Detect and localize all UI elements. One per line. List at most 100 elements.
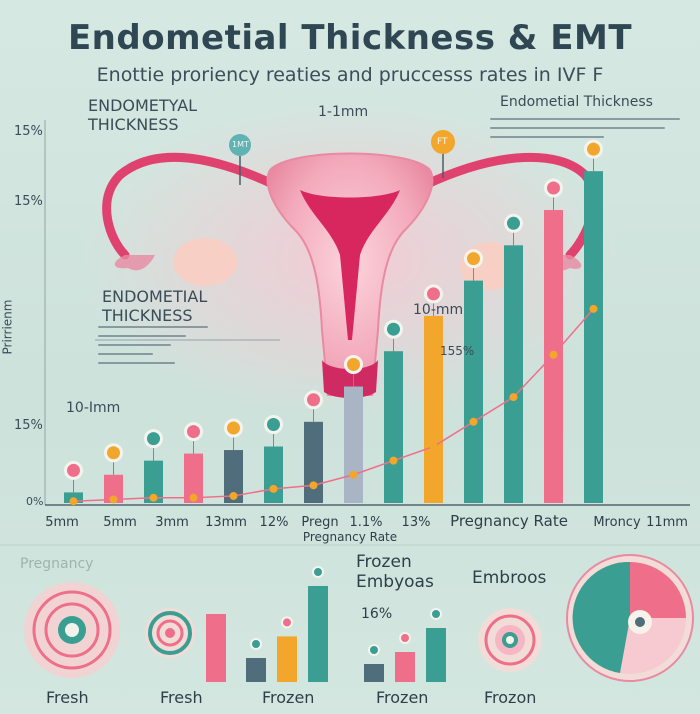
mini-bar <box>206 614 226 682</box>
bar-marker <box>544 178 563 198</box>
bar-marker <box>424 284 443 304</box>
mini-bar <box>364 664 384 682</box>
page-subtitle: Enottie proriency reaties and pruccesss … <box>96 64 604 86</box>
x-tick-label: 13mm <box>205 515 247 530</box>
bar-marker <box>464 249 483 269</box>
mini-bar-marker <box>399 632 411 644</box>
trend-point <box>469 417 478 426</box>
bar <box>384 351 403 503</box>
trend-point <box>189 493 198 502</box>
bar <box>264 446 283 503</box>
bar <box>104 474 123 503</box>
bar <box>224 450 243 503</box>
left-fallopian-tube <box>102 152 280 260</box>
trend-point <box>149 493 158 502</box>
x-tick-label: Mroncy <box>593 515 641 530</box>
badge-teal <box>229 134 251 156</box>
trend-point <box>269 484 278 493</box>
annotation-left-top: ENDOMETYAL THICKNESS <box>88 96 198 134</box>
target-circle-frozon <box>478 608 542 672</box>
mini-bar <box>246 658 266 682</box>
trend-line-group <box>69 304 598 506</box>
mini-bar <box>277 636 297 682</box>
badge-orange <box>431 130 455 154</box>
mini-bar-marker <box>281 616 293 629</box>
bar-marker <box>264 415 283 435</box>
trend-point <box>69 497 78 506</box>
bar-marker <box>344 355 363 375</box>
label-frozen-embryos: Frozen Embyoas <box>356 552 434 592</box>
bar-marker <box>224 418 243 438</box>
trend-point <box>309 481 318 490</box>
trend-point <box>389 456 398 465</box>
target-circle-fresh-2 <box>145 608 195 658</box>
bar-marker <box>64 460 83 480</box>
mini-bar-marker <box>250 638 262 650</box>
x-tick-label: Pregnancy Rate <box>450 512 568 530</box>
trend-point <box>589 304 598 313</box>
bar-marker <box>184 422 203 442</box>
bar <box>584 171 603 503</box>
label-frozen-1: Frozen <box>262 688 315 707</box>
placeholder-text-lines-left <box>98 326 208 371</box>
left-ovary <box>173 238 237 286</box>
mini-bar <box>308 586 328 682</box>
trend-line <box>73 308 595 502</box>
x-tick-label: 12% <box>259 515 289 530</box>
bar <box>184 453 203 503</box>
trend-point <box>549 350 558 359</box>
mini-bars-frozen-2 <box>364 608 446 682</box>
annotation-left-low: 10-Imm <box>66 400 121 416</box>
x-tick-label: 1.1% <box>349 515 383 530</box>
mini-bar-marker <box>312 566 324 578</box>
bar-marker <box>144 429 163 449</box>
bar <box>304 421 323 503</box>
trend-point <box>229 491 238 500</box>
bar <box>424 315 443 503</box>
trend-point <box>429 442 438 451</box>
bar <box>464 280 483 503</box>
placeholder-text-lines-right <box>490 118 680 145</box>
label-percent: 16% <box>361 606 393 622</box>
pie-slice <box>630 562 686 618</box>
y-tick-label: 15% <box>14 418 43 433</box>
mini-bar-marker <box>430 608 442 620</box>
pie-center-dot <box>635 617 645 627</box>
x-tick-label: Pregn <box>301 515 339 530</box>
trend-point <box>109 495 118 504</box>
mini-bar <box>395 652 415 682</box>
bar-marker <box>584 139 603 159</box>
left-fimbriae <box>114 255 155 271</box>
x-axis-label: Pregnancy Rate <box>302 530 398 544</box>
annotation-mid-left: ENDOMETIAL THICKNESS <box>102 287 208 325</box>
x-tick-label: 5mm <box>45 515 79 530</box>
mini-bar <box>426 628 446 682</box>
badge-teal-text: 1MT <box>232 140 249 149</box>
bar-value-label: 155% <box>440 344 475 358</box>
bar-marker <box>384 319 403 339</box>
annotation-right-top: Endometial Thickness <box>500 94 653 110</box>
y-axis-label: Prirrienm <box>0 299 15 355</box>
label-frozen-2: Frozen <box>376 688 429 707</box>
x-tick-label: 11mm <box>646 515 688 530</box>
bar <box>144 460 163 503</box>
mini-bars-frozen <box>206 566 328 682</box>
annotation-center-top: 1-1mm <box>318 104 369 120</box>
bar-marker <box>304 390 323 410</box>
x-tick-label: 13% <box>401 515 431 530</box>
pie-slice <box>572 561 630 673</box>
label-frozon: Frozon <box>484 688 537 707</box>
label-fresh-2: Fresh <box>160 688 203 707</box>
y-tick-label: 0% <box>26 495 44 508</box>
label-pregnancy: Pregnancy <box>20 556 94 572</box>
bar <box>504 245 523 503</box>
page-title: Endometial Thickness & EMT <box>67 18 633 58</box>
target-circle-fresh <box>24 582 120 678</box>
x-tick-label: 5mm <box>103 515 137 530</box>
label-fresh-1: Fresh <box>46 688 89 707</box>
badge-orange-text: FT <box>437 137 448 147</box>
cervix <box>322 360 378 398</box>
x-tick-label: 3mm <box>155 515 189 530</box>
trend-point <box>509 393 518 402</box>
